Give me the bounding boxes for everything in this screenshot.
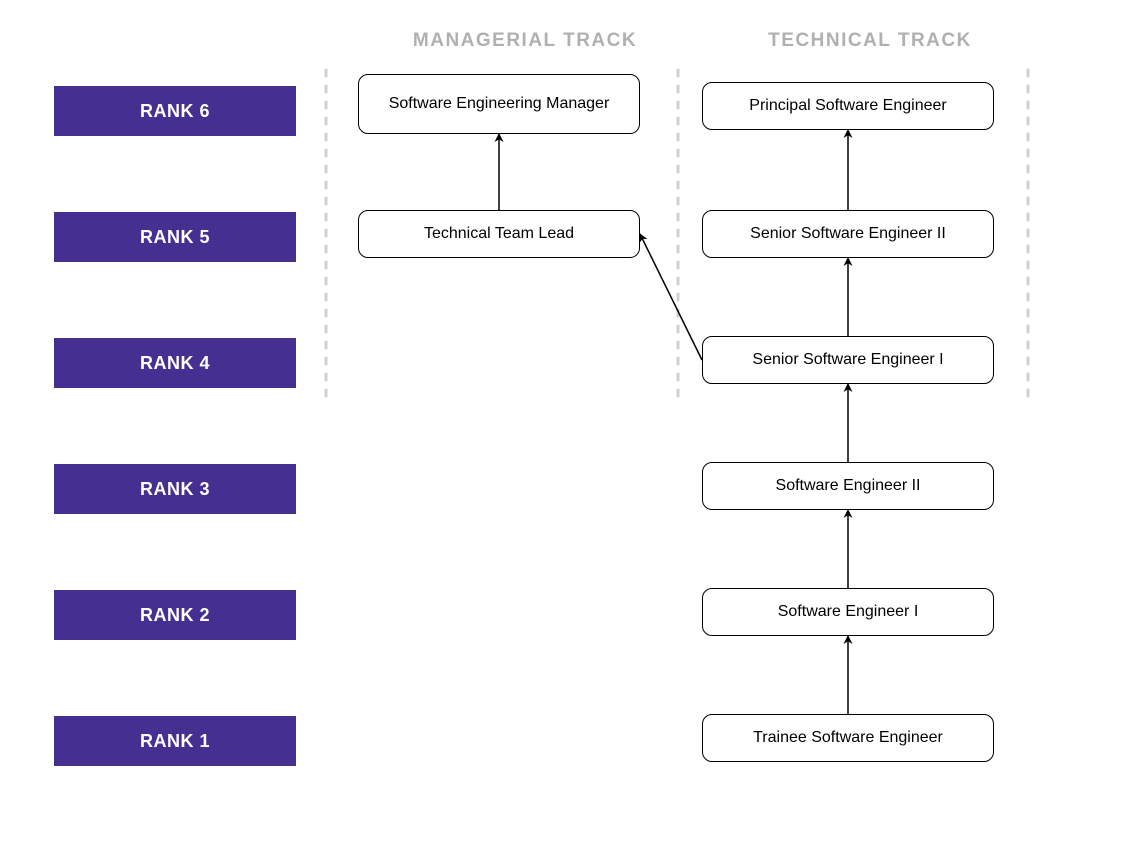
rank-4: RANK 4	[54, 338, 296, 388]
role-sem: Software Engineering Manager	[358, 74, 640, 134]
track-header-managerial: MANAGERIAL TRACK	[395, 30, 655, 52]
rank-5: RANK 5	[54, 212, 296, 262]
role-tse: Trainee Software Engineer	[702, 714, 994, 762]
role-sse1: Senior Software Engineer I	[702, 336, 994, 384]
role-se1: Software Engineer I	[702, 588, 994, 636]
rank-1: RANK 1	[54, 716, 296, 766]
rank-2: RANK 2	[54, 590, 296, 640]
career-ladder-diagram: MANAGERIAL TRACK TECHNICAL TRACK RANK 6 RAN…	[0, 0, 1124, 862]
role-ttl: Technical Team Lead	[358, 210, 640, 258]
role-pse: Principal Software Engineer	[702, 82, 994, 130]
role-se2: Software Engineer II	[702, 462, 994, 510]
arrow-sse1-to-ttl	[640, 234, 702, 360]
rank-6: RANK 6	[54, 86, 296, 136]
track-header-technical: TECHNICAL TRACK	[740, 30, 1000, 52]
rank-3: RANK 3	[54, 464, 296, 514]
role-sse2: Senior Software Engineer II	[702, 210, 994, 258]
